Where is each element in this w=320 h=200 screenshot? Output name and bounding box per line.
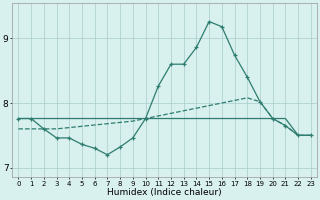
X-axis label: Humidex (Indice chaleur): Humidex (Indice chaleur) [107,188,222,197]
